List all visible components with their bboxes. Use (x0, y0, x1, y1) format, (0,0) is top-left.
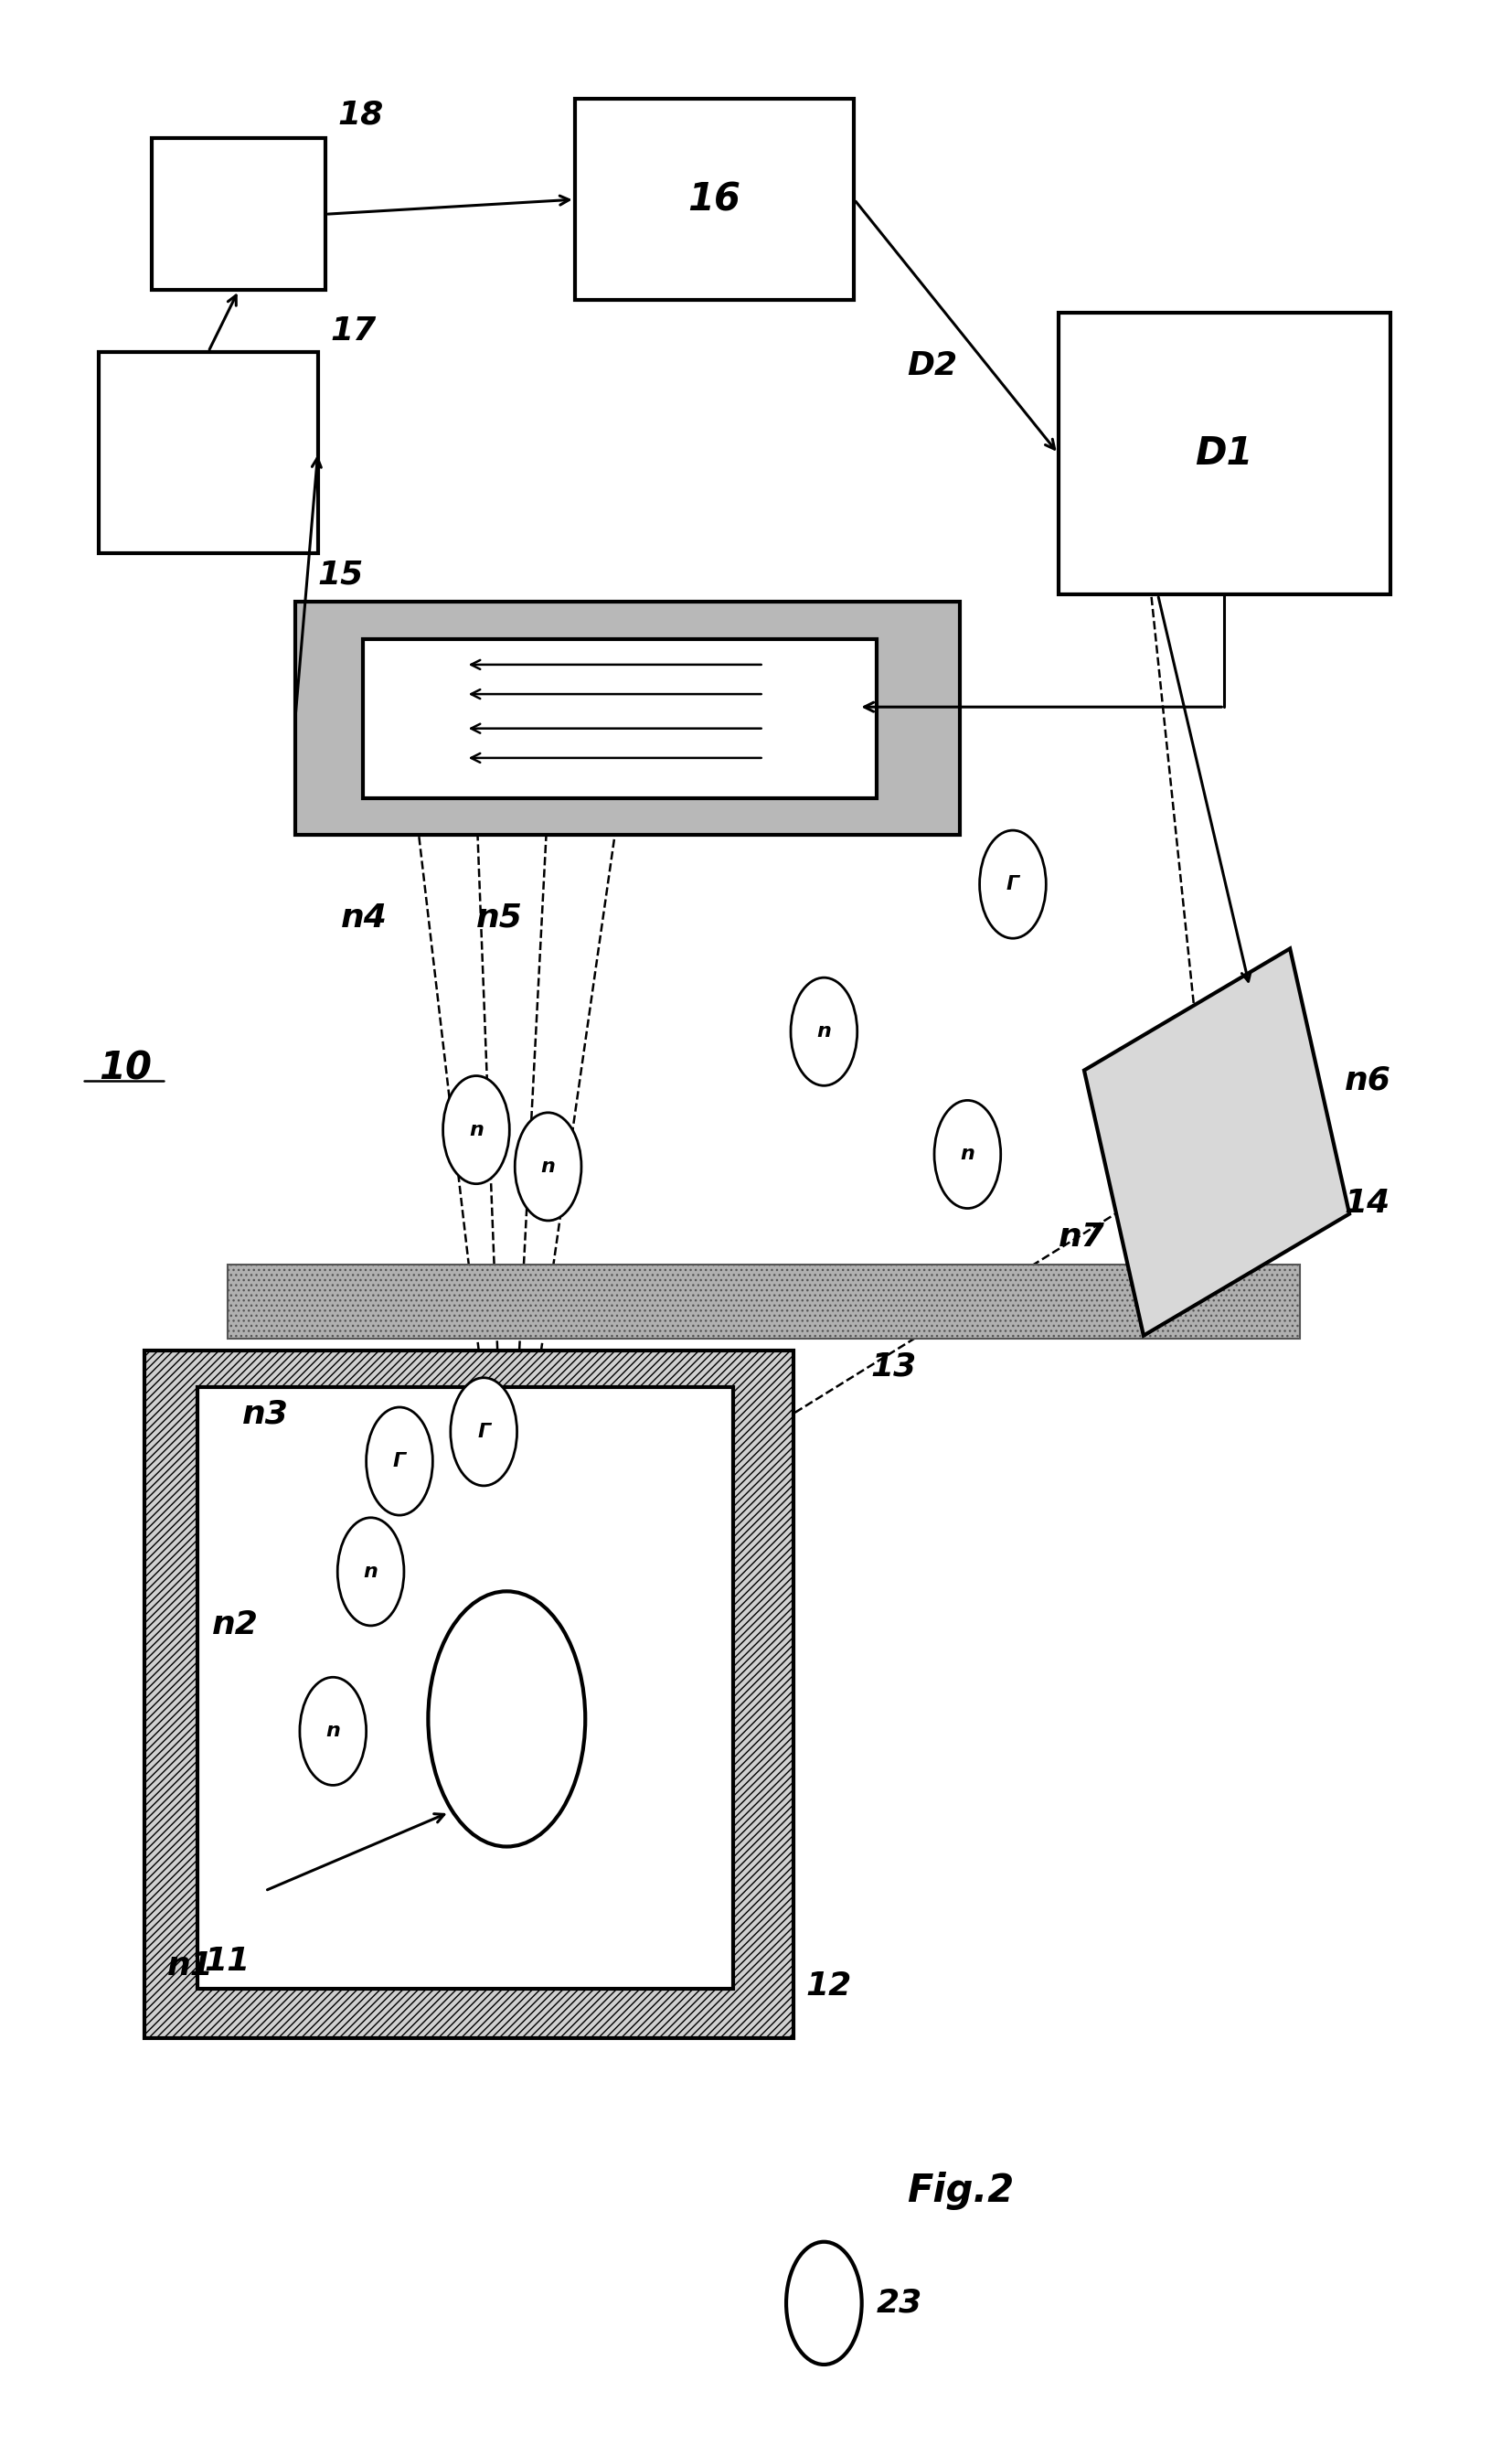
Bar (1058, 312, 1391, 594)
Text: 15: 15 (318, 558, 364, 589)
Circle shape (428, 1591, 585, 1847)
Circle shape (299, 1677, 366, 1786)
Text: D1: D1 (1196, 435, 1253, 472)
Text: n: n (816, 1022, 832, 1041)
Circle shape (337, 1518, 404, 1626)
Bar (227, 1265, 1300, 1339)
Text: n: n (960, 1144, 975, 1164)
Text: n: n (541, 1157, 555, 1176)
Bar (197, 1388, 733, 1989)
Circle shape (791, 977, 857, 1086)
Text: 18: 18 (337, 101, 384, 130)
Text: n: n (363, 1562, 378, 1582)
Text: 12: 12 (806, 1970, 851, 2002)
Text: n3: n3 (242, 1397, 289, 1429)
Bar (575, 98, 854, 300)
Text: n: n (325, 1722, 340, 1741)
Circle shape (366, 1407, 432, 1515)
Text: n5: n5 (476, 901, 523, 933)
Circle shape (516, 1113, 581, 1221)
Text: D2: D2 (907, 351, 957, 381)
Text: 10: 10 (98, 1049, 151, 1088)
Bar (144, 1351, 794, 2038)
Text: 16: 16 (688, 179, 741, 219)
Text: n: n (469, 1120, 484, 1140)
Text: Γ: Γ (393, 1451, 405, 1471)
Text: 11: 11 (204, 1945, 251, 1977)
Circle shape (934, 1100, 1001, 1208)
Text: 14: 14 (1344, 1189, 1391, 1218)
Text: 23: 23 (877, 2287, 922, 2318)
Text: n2: n2 (212, 1609, 259, 1641)
Circle shape (443, 1076, 510, 1184)
Bar (295, 602, 960, 835)
Text: Γ: Γ (478, 1422, 490, 1442)
Circle shape (980, 830, 1046, 938)
Text: n6: n6 (1344, 1066, 1391, 1095)
Text: n4: n4 (340, 901, 387, 933)
Text: n1: n1 (166, 1950, 213, 1982)
Bar (151, 138, 325, 290)
Bar (1084, 948, 1349, 1336)
Circle shape (451, 1378, 517, 1486)
Text: 17: 17 (330, 317, 376, 346)
Text: Fig.2: Fig.2 (907, 2171, 1015, 2210)
Text: 13: 13 (871, 1351, 916, 1383)
Bar (98, 351, 318, 553)
Text: Γ: Γ (1007, 874, 1019, 894)
Text: n7: n7 (1058, 1221, 1105, 1253)
Circle shape (786, 2242, 862, 2365)
Bar (363, 639, 877, 798)
